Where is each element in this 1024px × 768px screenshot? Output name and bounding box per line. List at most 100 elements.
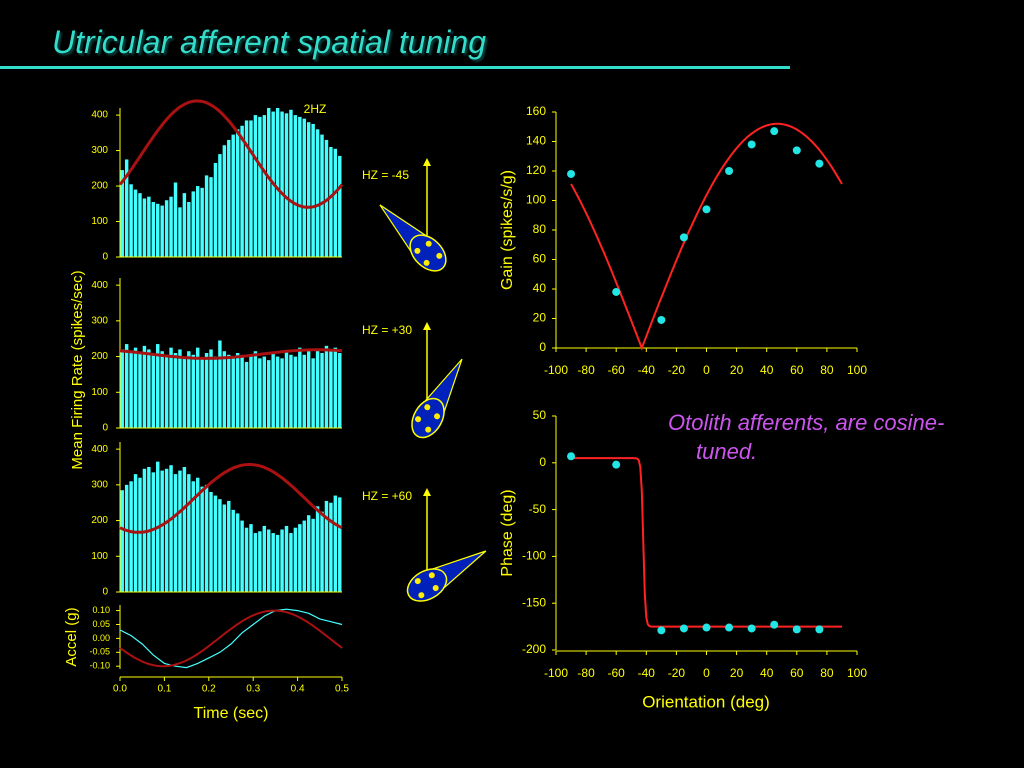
x-tick-label: -20 [668,666,686,680]
histogram-bar [187,202,191,257]
histogram-bar [209,177,213,257]
y-tick-label: -50 [529,502,547,516]
histogram-bar [253,115,258,257]
otolith-body [406,568,448,602]
otolith-dot [415,416,422,423]
orientation-schematic: HZ = +30 [362,322,463,439]
data-point [657,626,666,635]
x-axis-title: Time (sec) [194,705,269,722]
y-tick-label: 60 [533,252,547,266]
histogram-bar [173,474,178,592]
histogram-bar [200,358,204,428]
data-point [815,625,824,634]
y-tick-label: 400 [91,444,108,455]
histogram-bar [244,361,249,428]
x-tick-label: -40 [638,363,656,377]
data-point [612,287,621,296]
otolith-dot [436,252,443,259]
y-tick-label: 200 [91,181,108,192]
histogram-bar [240,520,244,592]
otolith-dot [434,413,441,420]
phase-panel: 500-50-100-150-200-100 -80 -60 -40 -20 0 20 40 6… [499,408,867,711]
histogram-bar [306,515,311,592]
histogram-bar [298,116,302,257]
orientation-schematic: HZ = +60 [362,488,487,602]
histogram-bar [302,520,306,592]
histogram-bar [227,354,231,428]
x-tick-label: 0.4 [291,684,305,695]
y-tick-label: -200 [522,642,546,656]
histogram-bar [120,170,124,257]
data-point [792,146,801,155]
histogram-bar [178,470,182,592]
otolith-dot [423,259,430,266]
histogram-bar [306,122,311,257]
arrow-head [423,322,431,330]
x-tick-label: 40 [760,666,774,680]
gain-panel: 0 20 40 60 80 100 120 140 160 -100 -80 -60 -40 -20 0 20… [499,104,867,377]
data-point [725,623,734,632]
histogram-bar [187,351,191,428]
histogram-bar [293,527,298,592]
data-point [792,625,801,634]
data-point [747,140,756,149]
histogram-bar [164,356,169,428]
histogram-bar [133,347,138,428]
annotation-line-2: tuned. [696,439,758,464]
histogram-bar [311,123,315,257]
data-point [770,620,779,629]
histogram-bar [235,353,240,428]
histogram-bar [218,340,222,428]
orientation-label: HZ = +30 [362,323,412,337]
otolith-group [406,550,487,602]
histogram-bar [258,531,262,592]
histogram-bar [147,349,151,428]
histogram-bar [169,465,173,592]
y-tick-label: -150 [522,595,546,609]
histogram-bar [302,118,306,258]
otolith-dot [432,585,439,592]
histogram-bar [315,129,320,257]
histogram-bar [298,524,302,592]
y-tick-label: 120 [526,163,546,177]
histogram-bar [218,154,222,257]
x-tick-label: 80 [820,363,834,377]
sinusoid-fit-curve [119,463,343,534]
y-tick-label: 140 [526,134,546,148]
x-tick-label: 0 [703,666,710,680]
histogram-bar [138,477,142,592]
histogram-bar [253,351,258,428]
histogram-bar [227,500,231,592]
arrow-head [423,488,431,496]
histogram-bar [293,356,298,428]
orientation-label: HZ = +60 [362,489,412,503]
y-tick-label: 0.05 [92,619,110,629]
x-tick-label: 0.5 [335,684,349,695]
x-tick-label: 0 [703,363,710,377]
y-tick-label: 40 [533,281,547,295]
histogram-bar [200,486,204,592]
histogram-bar [231,358,235,428]
x-tick-label: 0.2 [202,684,216,695]
histogram-bar [293,115,298,257]
x-tick-label: -100 [544,666,568,680]
histogram-bar [151,354,156,428]
histogram-bar [200,187,204,257]
x-tick-label: 20 [730,666,744,680]
data-point [679,233,688,242]
histogram-bar [164,200,169,257]
histogram-bar [138,193,142,257]
histogram-bar [289,354,293,428]
y-tick-label: 0.10 [92,605,110,615]
x-tick-label: -60 [608,666,626,680]
y-tick-label: 20 [533,311,547,325]
histogram-bar [244,120,249,258]
y-tick-label: 300 [91,479,108,490]
otolith-dot [424,404,431,411]
histogram-bar [160,351,164,428]
data-point [679,624,688,633]
histogram-bar [142,198,147,257]
histogram-bar [249,120,253,258]
histogram-bar [329,351,333,428]
